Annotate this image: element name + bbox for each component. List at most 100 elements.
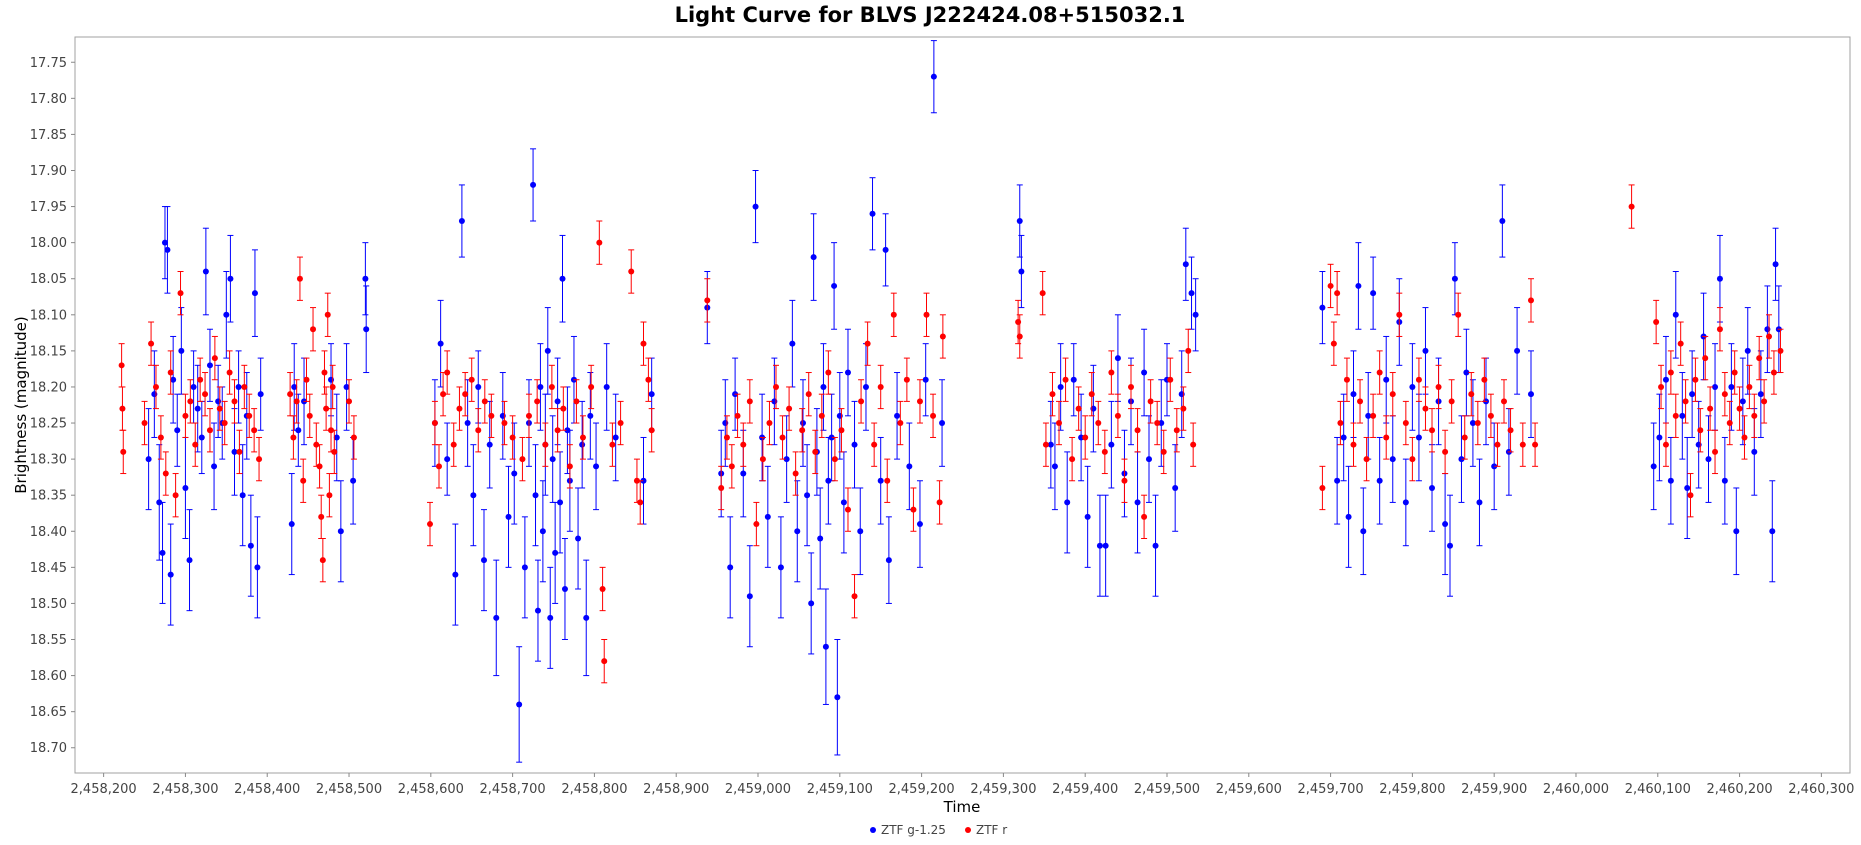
data-point	[723, 434, 730, 441]
data-point	[1056, 420, 1063, 427]
data-point	[1429, 427, 1436, 434]
data-point	[628, 268, 635, 275]
data-point	[1084, 513, 1091, 520]
data-point	[939, 420, 946, 427]
data-point	[1451, 275, 1458, 282]
data-point	[1662, 376, 1669, 383]
data-point	[118, 362, 125, 369]
data-point	[1422, 347, 1429, 354]
data-point	[633, 477, 640, 484]
data-point	[462, 391, 469, 398]
data-point	[882, 246, 889, 253]
data-point	[1527, 391, 1534, 398]
y-tick-label: 17.80	[30, 92, 67, 107]
data-point	[805, 391, 812, 398]
data-point	[1051, 463, 1058, 470]
data-point	[1070, 376, 1077, 383]
data-point	[493, 614, 500, 621]
data-point	[1185, 347, 1192, 354]
data-point	[1532, 441, 1539, 448]
data-point	[1128, 383, 1135, 390]
y-tick-label: 18.25	[30, 417, 67, 432]
data-point	[544, 347, 551, 354]
data-point	[1712, 383, 1719, 390]
data-point	[211, 355, 218, 362]
data-point	[831, 456, 838, 463]
data-point	[303, 376, 310, 383]
data-point	[291, 383, 298, 390]
data-point	[704, 297, 711, 304]
data-point	[579, 441, 586, 448]
data-point	[475, 383, 482, 390]
data-point	[1108, 369, 1115, 376]
data-point	[1365, 412, 1372, 419]
data-point	[1746, 383, 1753, 390]
data-point	[1114, 412, 1121, 419]
data-point	[789, 340, 796, 347]
data-point	[936, 499, 943, 506]
data-point	[588, 383, 595, 390]
data-point	[1500, 398, 1507, 405]
data-point	[734, 412, 741, 419]
x-tick-label: 2,459,500	[1134, 782, 1200, 797]
x-tick-label: 2,458,700	[480, 782, 546, 797]
data-point	[427, 521, 433, 528]
data-point	[1402, 499, 1409, 506]
data-point	[1527, 297, 1534, 304]
x-tick-label: 2,458,600	[398, 782, 464, 797]
data-point	[740, 441, 747, 448]
data-point	[916, 521, 923, 528]
data-point	[808, 600, 815, 607]
data-point	[596, 239, 603, 246]
y-tick-label: 18.00	[30, 236, 67, 251]
data-point	[236, 448, 243, 455]
y-tick-label: 17.95	[30, 200, 67, 215]
data-point	[783, 456, 790, 463]
data-point	[1152, 542, 1159, 549]
data-point	[1658, 383, 1665, 390]
data-point	[804, 492, 811, 499]
data-point	[1190, 441, 1197, 448]
data-point	[331, 448, 338, 455]
y-tick-label: 18.05	[30, 272, 67, 287]
data-point	[223, 311, 230, 318]
data-point	[825, 477, 832, 484]
data-point	[1442, 448, 1449, 455]
x-tick-label: 2,460,000	[1543, 782, 1609, 797]
data-point	[475, 427, 482, 434]
legend-marker	[965, 827, 971, 833]
data-point	[869, 210, 876, 217]
data-point	[1514, 347, 1521, 354]
data-point	[152, 383, 159, 390]
data-point	[170, 376, 177, 383]
data-point	[1134, 499, 1141, 506]
data-point	[534, 607, 541, 614]
data-point	[1702, 355, 1709, 362]
chart-title: Light Curve for BLVS J222424.08+515032.1	[675, 3, 1186, 27]
data-point	[834, 694, 841, 701]
data-point	[293, 398, 300, 405]
data-point	[182, 484, 189, 491]
data-point	[557, 499, 564, 506]
data-point	[296, 275, 303, 282]
data-point	[509, 434, 516, 441]
data-point	[764, 513, 771, 520]
data-point	[1154, 420, 1161, 427]
data-point	[1756, 355, 1763, 362]
data-point	[844, 369, 851, 376]
data-point	[1389, 456, 1396, 463]
y-tick-label: 17.90	[30, 164, 67, 179]
data-point	[488, 412, 495, 419]
data-point	[1409, 456, 1416, 463]
data-point	[752, 203, 759, 210]
data-point	[1350, 441, 1357, 448]
x-tick-label: 2,460,200	[1706, 782, 1772, 797]
data-point	[1468, 391, 1475, 398]
data-point	[877, 383, 884, 390]
data-point	[257, 391, 264, 398]
x-tick-label: 2,458,900	[643, 782, 709, 797]
data-point	[1376, 477, 1383, 484]
data-point	[167, 369, 174, 376]
